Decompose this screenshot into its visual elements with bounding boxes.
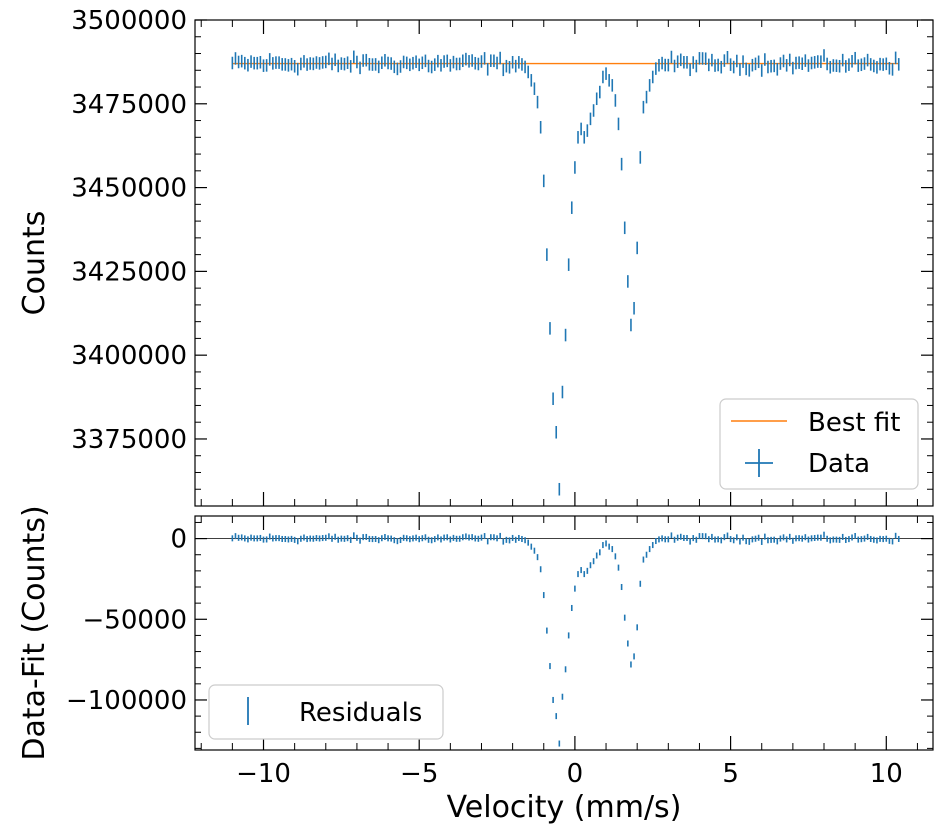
legend-data-label: Data — [808, 449, 870, 479]
x-axis-title: Velocity (mm/s) — [447, 790, 682, 825]
bottom-x-ticks: −10 −5 0 5 10 — [200, 516, 918, 789]
bottom-plot-frame — [194, 515, 934, 751]
top-y-tick-label: 3425000 — [71, 257, 187, 287]
x-tick-label: 10 — [870, 759, 903, 789]
top-y-tick-label: 3475000 — [71, 90, 187, 120]
residuals-series — [231, 531, 900, 747]
legend-data-swatch — [745, 449, 773, 477]
top-y-ticks: 3375000 3400000 3425000 3450000 3475000 35000… — [71, 6, 933, 507]
top-legend: Best fit Data — [719, 398, 919, 490]
bottom-y-axis-title: Data-Fit (Counts) — [17, 505, 52, 760]
legend-residuals-label: Residuals — [299, 698, 422, 728]
x-tick-label: 5 — [722, 759, 739, 789]
bottom-legend-box — [208, 684, 444, 740]
top-y-tick-label: 3500000 — [71, 6, 187, 36]
top-y-tick-label: 3450000 — [71, 174, 187, 204]
bottom-y-tick-label: 0 — [170, 525, 187, 555]
bottom-legend: Residuals — [208, 684, 444, 740]
top-plot-frame — [194, 19, 934, 507]
x-tick-label: −10 — [236, 759, 291, 789]
top-y-tick-label: 3400000 — [71, 341, 187, 371]
legend-best-fit-label: Best fit — [808, 408, 900, 438]
bottom-y-tick-label: −100000 — [66, 686, 187, 716]
x-tick-label: −5 — [400, 759, 438, 789]
data-series — [231, 49, 900, 496]
top-x-ticks — [200, 20, 918, 506]
bottom-y-tick-label: −50000 — [83, 605, 188, 635]
x-tick-label: 0 — [567, 759, 584, 789]
residuals-panel: −100000 −50000 0 −10 −5 0 5 10 Data-Fit (Count… — [17, 505, 934, 825]
top-y-tick-label: 3375000 — [71, 425, 187, 455]
bottom-y-ticks: −100000 −50000 0 — [66, 521, 933, 749]
counts-panel: 3375000 3400000 3425000 3450000 3475000 35000… — [17, 6, 934, 507]
top-y-axis-title: Counts — [17, 211, 52, 316]
